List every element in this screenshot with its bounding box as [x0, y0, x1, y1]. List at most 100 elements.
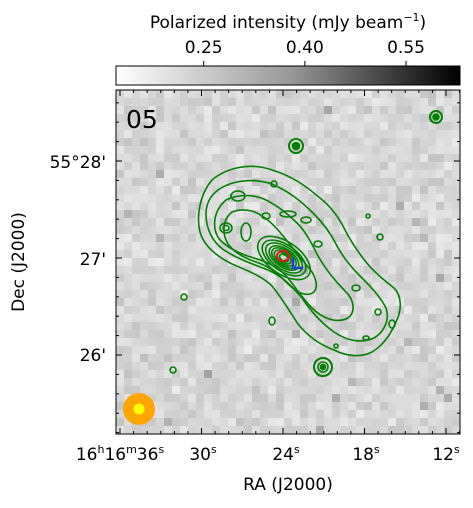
map-pixel — [268, 162, 277, 171]
map-pixel — [404, 106, 413, 115]
map-pixel — [340, 138, 349, 147]
map-pixel — [156, 378, 165, 387]
map-pixel — [172, 234, 181, 243]
map-pixel — [444, 394, 453, 403]
map-pixel — [284, 186, 293, 195]
map-pixel — [164, 138, 173, 147]
map-pixel — [356, 154, 365, 163]
map-pixel — [124, 242, 133, 251]
map-pixel — [348, 386, 357, 395]
map-pixel — [348, 370, 357, 379]
map-pixel — [452, 130, 460, 139]
map-pixel — [300, 242, 309, 251]
map-pixel — [300, 138, 309, 147]
map-pixel — [372, 170, 381, 179]
map-pixel — [268, 138, 277, 147]
map-pixel — [164, 410, 173, 419]
map-pixel — [260, 274, 269, 283]
map-pixel — [140, 266, 149, 275]
map-pixel — [276, 274, 285, 283]
map-pixel — [164, 386, 173, 395]
map-pixel — [292, 346, 301, 355]
map-pixel — [164, 354, 173, 363]
map-pixel — [356, 410, 365, 419]
map-pixel — [228, 114, 237, 123]
contour-island — [180, 293, 188, 301]
map-pixel — [196, 218, 205, 227]
map-pixel — [372, 122, 381, 131]
map-pixel — [196, 98, 205, 107]
map-pixel — [388, 314, 397, 323]
map-pixel — [228, 146, 237, 155]
map-pixel — [164, 194, 173, 203]
map-pixel — [196, 354, 205, 363]
map-pixel — [260, 146, 269, 155]
map-pixel — [372, 162, 381, 171]
map-pixel — [292, 162, 301, 171]
map-pixel — [380, 354, 389, 363]
map-pixel — [364, 234, 373, 243]
map-pixel — [220, 146, 229, 155]
map-pixel — [188, 354, 197, 363]
map-pixel — [124, 226, 133, 235]
map-pixel — [396, 250, 405, 259]
map-pixel — [172, 202, 181, 211]
map-pixel — [188, 330, 197, 339]
y-tick-label: 26' — [80, 346, 106, 366]
map-pixel — [252, 266, 261, 275]
map-pixel — [412, 258, 421, 267]
map-pixel — [204, 122, 213, 131]
map-pixel — [308, 386, 317, 395]
map-pixel — [140, 258, 149, 267]
map-pixel — [420, 162, 429, 171]
map-pixel — [212, 274, 221, 283]
map-pixel — [140, 210, 149, 219]
map-pixel — [308, 250, 317, 259]
map-pixel — [340, 162, 349, 171]
map-pixel — [380, 282, 389, 291]
map-pixel — [180, 362, 189, 371]
map-pixel — [252, 154, 261, 163]
map-pixel — [260, 162, 269, 171]
map-pixel — [244, 370, 253, 379]
map-pixel — [220, 242, 229, 251]
map-pixel — [236, 306, 245, 315]
map-pixel — [228, 186, 237, 195]
map-pixel — [268, 386, 277, 395]
colorbar-tick-label: 0.25 — [185, 38, 223, 58]
map-pixel — [116, 250, 125, 259]
map-pixel — [276, 354, 285, 363]
map-pixel — [116, 194, 125, 203]
map-pixel — [436, 322, 445, 331]
map-pixel — [388, 258, 397, 267]
map-pixel — [292, 306, 301, 315]
map-pixel — [380, 394, 389, 403]
map-pixel — [268, 426, 277, 434]
map-pixel — [388, 218, 397, 227]
map-pixel — [260, 234, 269, 243]
map-pixel — [436, 170, 445, 179]
map-pixel — [364, 314, 373, 323]
map-pixel — [356, 306, 365, 315]
map-pixel — [388, 90, 397, 99]
contour-island — [219, 222, 233, 234]
map-pixel — [420, 306, 429, 315]
map-pixel — [364, 306, 373, 315]
map-pixel — [340, 186, 349, 195]
map-pixel — [276, 202, 285, 211]
map-pixel — [188, 274, 197, 283]
map-pixel — [380, 410, 389, 419]
map-pixel — [356, 226, 365, 235]
map-pixel — [164, 330, 173, 339]
map-pixel — [180, 274, 189, 283]
map-pixel — [380, 346, 389, 355]
map-pixel — [372, 242, 381, 251]
map-pixel — [284, 354, 293, 363]
core-contour — [261, 239, 307, 277]
map-pixel — [356, 338, 365, 347]
map-pixel — [388, 418, 397, 427]
map-pixel — [332, 90, 341, 99]
map-pixel — [308, 306, 317, 315]
map-pixel — [404, 218, 413, 227]
map-pixel — [172, 242, 181, 251]
